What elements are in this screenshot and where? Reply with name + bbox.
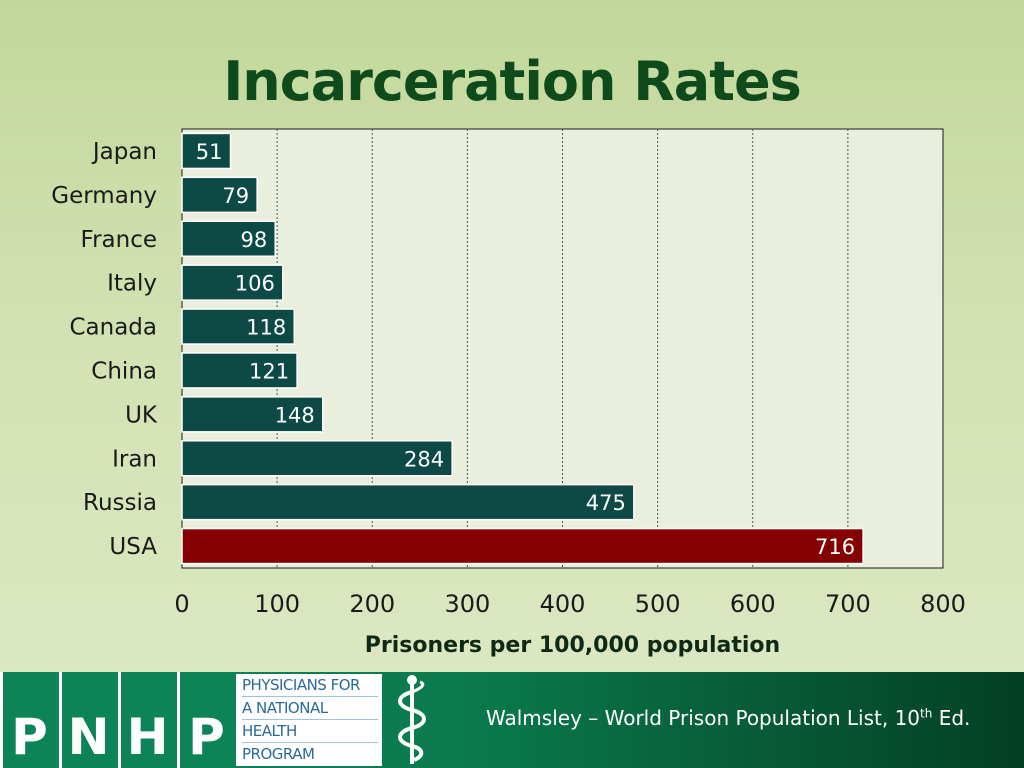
logo-letter: P — [177, 672, 233, 768]
citation-text: Walmsley – World Prison Population List,… — [486, 706, 921, 730]
data-label: 716 — [815, 535, 855, 559]
x-tick-label: 700 — [825, 590, 871, 618]
logo-letter: H — [118, 672, 174, 768]
bar-chart: 0 100 200 300 400 500 600 700 800 51 Japan 79 German… — [51, 128, 966, 658]
category-label: Germany — [51, 183, 157, 209]
category-label: Iran — [112, 446, 157, 472]
data-label: 284 — [404, 447, 444, 471]
logo-letter: N — [59, 672, 115, 768]
x-tick-label: 600 — [730, 590, 776, 618]
x-tick-label: 200 — [349, 590, 395, 618]
logo-text-line: HEALTH — [242, 720, 378, 743]
data-label: 106 — [235, 272, 275, 296]
bar — [181, 352, 298, 389]
logo-text-line: A NATIONAL — [242, 697, 378, 720]
bar — [181, 220, 276, 257]
pnhp-logo-text: PHYSICIANS FOR A NATIONAL HEALTH PROGRAM — [236, 674, 382, 766]
category-label: Canada — [69, 315, 157, 341]
x-tick-label: 0 — [174, 590, 189, 618]
bar — [181, 132, 232, 170]
data-label: 121 — [249, 359, 289, 383]
pnhp-logo-letters: P N H P — [0, 672, 236, 768]
source-citation: Walmsley – World Prison Population List,… — [486, 706, 970, 730]
data-label: 98 — [240, 228, 267, 252]
category-label: Italy — [107, 271, 157, 297]
bar — [181, 308, 295, 345]
bar — [181, 396, 324, 433]
citation-edition: Ed. — [932, 706, 971, 730]
x-axis-label: Prisoners per 100,000 population — [365, 633, 780, 658]
x-tick-label: 500 — [635, 590, 681, 618]
bar — [181, 176, 258, 214]
citation-superscript: th — [920, 706, 933, 721]
category-label: UK — [125, 402, 158, 428]
data-label: 79 — [222, 184, 249, 208]
slide-title: Incarceration Rates — [223, 50, 802, 113]
category-label: France — [81, 227, 157, 253]
logo-letter: P — [0, 672, 56, 768]
category-label: Japan — [91, 139, 157, 165]
data-label: 118 — [246, 316, 286, 340]
x-tick-label: 300 — [444, 590, 490, 618]
bar — [181, 440, 453, 477]
x-tick-label: 800 — [920, 590, 966, 618]
category-label: USA — [109, 534, 157, 560]
data-label: 148 — [275, 403, 315, 427]
footer-bar: P N H P PHYSICIANS FOR A NATIONAL HEALTH… — [0, 672, 1024, 768]
logo-text-line: PROGRAM — [242, 745, 315, 763]
bar — [181, 264, 284, 301]
bar — [181, 483, 635, 521]
data-label: 475 — [586, 491, 626, 515]
x-tick-label: 100 — [254, 590, 300, 618]
category-label: Russia — [83, 490, 157, 516]
caduceus-icon — [398, 675, 426, 764]
x-tick-label: 400 — [540, 590, 586, 618]
data-label: 51 — [196, 140, 223, 164]
logo-text-line: PHYSICIANS FOR — [242, 674, 378, 697]
bar — [181, 527, 864, 565]
category-label: China — [91, 358, 157, 384]
